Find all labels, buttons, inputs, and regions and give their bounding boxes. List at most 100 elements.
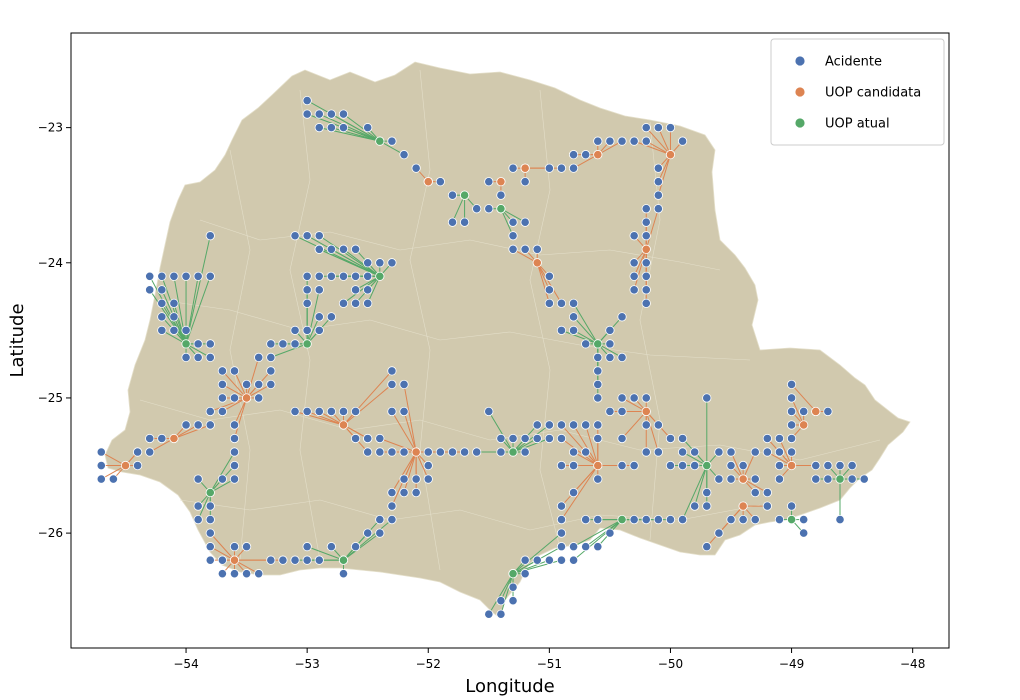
acidente-point [556,325,567,335]
acidente-point [314,123,324,133]
acidente-point [593,136,603,146]
acidente-point [617,460,627,471]
acidente-point [411,474,421,484]
acidente-point [399,406,409,417]
acidente-point [641,393,651,403]
acidente-point [217,393,227,403]
acidente-point [350,406,361,417]
assignment-link [536,262,562,304]
assignment-link [645,127,671,155]
acidente-point [520,555,530,565]
acidente-point [326,123,336,133]
assignment-link [234,559,259,575]
acidente-point [169,298,179,308]
acidente-point [375,433,385,444]
acidente-point [568,460,579,471]
series-acidente-points [96,95,869,619]
assignment-link [403,451,417,480]
acidente-point [363,433,373,444]
acidente-point [593,420,603,430]
assignment-link [512,559,538,575]
uop-candidata-point [738,501,748,511]
uop-atual-point [205,487,215,498]
acidente-point [157,325,167,335]
acidente-point [629,285,639,295]
acidente-point [786,406,797,417]
acidente-point [581,339,591,349]
acidente-point [641,271,651,281]
acidente-point [350,298,361,308]
acidente-point [326,244,336,254]
acidente-point [786,393,797,403]
assignment-link [306,546,344,561]
assignment-link [355,275,381,291]
assignment-link [379,140,405,156]
acidente-point [205,420,215,430]
legend-box [770,38,945,146]
assignment-link [403,384,417,453]
acidente-point [581,420,591,430]
acidente-point [363,285,373,295]
assignment-link [512,438,538,453]
uop-atual-point [835,474,845,484]
acidente-point [399,447,409,457]
assignment-link [343,424,368,439]
uop-candidata-point [520,163,530,173]
acidente-point [811,474,821,484]
acidente-point [193,352,203,362]
assignment-link [452,194,466,223]
assignment-link [573,519,623,548]
uop-atual-point [302,339,312,349]
assignment-link [343,384,393,426]
acidente-point [799,514,809,525]
acidente-point [229,433,240,444]
acidente-point [314,231,324,241]
legend-label-acidente: Acidente [825,55,882,70]
acidente-point [665,123,676,133]
assignment-link [778,438,793,466]
assignment-link [222,370,247,399]
assignment-link [633,249,647,290]
acidente-point [193,271,203,281]
acidente-point [726,514,736,525]
acidente-point [508,163,518,173]
acidente-point [399,487,409,498]
assignment-link [185,276,211,345]
acidente-point [326,109,336,119]
acidente-point [217,555,227,565]
acidente-point [314,312,324,322]
assignment-link [415,451,429,480]
acidente-point [229,460,240,471]
acidente-point [568,542,579,552]
acidente-point [314,244,324,254]
acidente-point [786,379,797,390]
acidente-point [532,420,542,430]
legend: Acidente UOP candidata UOP atual [770,38,945,146]
acidente-point [568,150,579,160]
assignment-link [488,573,514,615]
acidente-point [217,406,227,417]
acidente-point [459,217,470,227]
x-tick-label: −54 [173,657,198,671]
acidente-point [302,542,312,552]
acidente-point [702,487,712,498]
x-tick-label: −50 [658,657,683,671]
acidente-point [338,123,349,133]
acidente-point [605,136,615,146]
acidente-point [363,123,373,133]
acidente-point [702,542,712,552]
acidente-point [653,204,663,214]
acidente-point [254,569,264,579]
acidente-point [193,420,203,430]
assignment-link [210,397,247,412]
acidente-point [641,298,651,308]
acidente-point [278,339,288,349]
acidente-point [774,474,785,484]
acidente-point [617,312,627,322]
acidente-point [847,460,857,471]
uop-candidata-point [532,258,542,268]
acidente-point [532,433,542,444]
acidente-point [690,447,700,457]
acidente-point [677,433,688,444]
acidente-point [593,542,603,552]
